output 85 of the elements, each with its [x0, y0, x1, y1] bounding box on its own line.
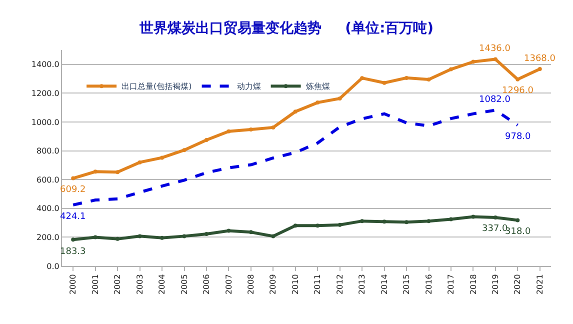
y-tick-label: 200.0: [36, 233, 60, 242]
x-tick-label: 2010: [290, 274, 300, 295]
chart-title: 世界煤炭出口贸易量变化趋势 (单位:百万吨): [138, 19, 434, 36]
point: [426, 78, 431, 82]
x-tick-label: 2009: [268, 274, 278, 295]
data-label: 1368.0: [524, 54, 556, 64]
point: [338, 222, 342, 227]
point: [71, 176, 76, 180]
data-label: 978.0: [505, 132, 532, 142]
point: [71, 238, 76, 242]
point: [316, 100, 320, 105]
point: [493, 215, 498, 220]
x-tick-label: 2017: [446, 274, 456, 295]
point: [182, 148, 186, 152]
y-tick-label: 1200.0: [31, 89, 60, 98]
y-tick-label: 800.0: [36, 146, 60, 156]
data-label: 1296.0: [502, 86, 534, 96]
x-tick-label: 2020: [513, 274, 522, 295]
point: [93, 170, 98, 174]
x-tick-label: 2007: [224, 274, 234, 295]
point: [248, 127, 253, 132]
point: [426, 219, 431, 224]
data-label: 183.3: [60, 247, 86, 257]
data-label: 424.1: [60, 212, 86, 222]
x-tick-label: 2013: [358, 274, 367, 295]
point: [382, 220, 386, 224]
point: [448, 67, 453, 72]
y-tick-label: 1400.0: [31, 60, 60, 70]
point: [471, 60, 476, 64]
point: [271, 234, 276, 238]
point: [448, 217, 453, 222]
point: [160, 156, 164, 160]
point: [116, 236, 120, 241]
point: [516, 77, 520, 82]
y-tick-label: 600.0: [36, 175, 60, 184]
x-tick-label: 2014: [380, 274, 389, 295]
x-tick-label: 2004: [158, 274, 167, 295]
point: [271, 125, 276, 130]
point: [226, 129, 231, 134]
x-tick-label: 2008: [246, 274, 256, 295]
point: [538, 67, 542, 72]
point: [138, 160, 142, 164]
point: [493, 57, 498, 62]
x-tick-label: 2012: [335, 274, 344, 295]
x-tick-label: 2018: [468, 274, 478, 295]
point: [204, 138, 208, 142]
point: [382, 80, 386, 85]
data-label: 609.2: [60, 185, 86, 195]
point: [160, 236, 164, 240]
x-tick-label: 2003: [135, 274, 144, 295]
x-tick-label: 2000: [68, 274, 78, 295]
point: [404, 220, 409, 224]
point: [116, 170, 120, 174]
x-tick-label: 2001: [90, 274, 100, 295]
point: [226, 228, 231, 233]
x-tick-label: 2011: [313, 274, 322, 295]
legend-label: 炼焦煤: [306, 82, 330, 92]
y-tick-label: 1000.0: [31, 118, 60, 127]
y-tick-label: 0.0: [46, 262, 60, 271]
point: [182, 234, 186, 238]
x-tick-label: 2019: [491, 274, 500, 295]
x-tick-label: 2021: [535, 274, 544, 295]
point: [316, 224, 320, 228]
point: [471, 214, 476, 219]
x-tick-label: 2005: [180, 274, 189, 295]
x-tick-label: 2015: [402, 274, 412, 295]
x-tick-label: 2016: [424, 274, 434, 295]
data-label: 1436.0: [479, 44, 511, 54]
data-label: 1082.0: [479, 95, 511, 105]
point: [248, 230, 253, 234]
data-label: 318.0: [505, 227, 532, 237]
x-tick-label: 2006: [202, 274, 212, 295]
point: [360, 76, 364, 80]
point: [138, 234, 142, 238]
x-tick-label: 2002: [113, 274, 122, 295]
point: [360, 219, 364, 224]
legend-label: 出口总量(包括褐煤): [122, 82, 192, 92]
y-tick-label: 400.0: [36, 204, 60, 214]
point: [293, 224, 298, 228]
point: [93, 235, 98, 240]
legend-label: 动力煤: [236, 82, 261, 92]
point: [516, 218, 520, 222]
point: [293, 110, 298, 114]
point: [204, 232, 208, 236]
point: [338, 96, 342, 101]
